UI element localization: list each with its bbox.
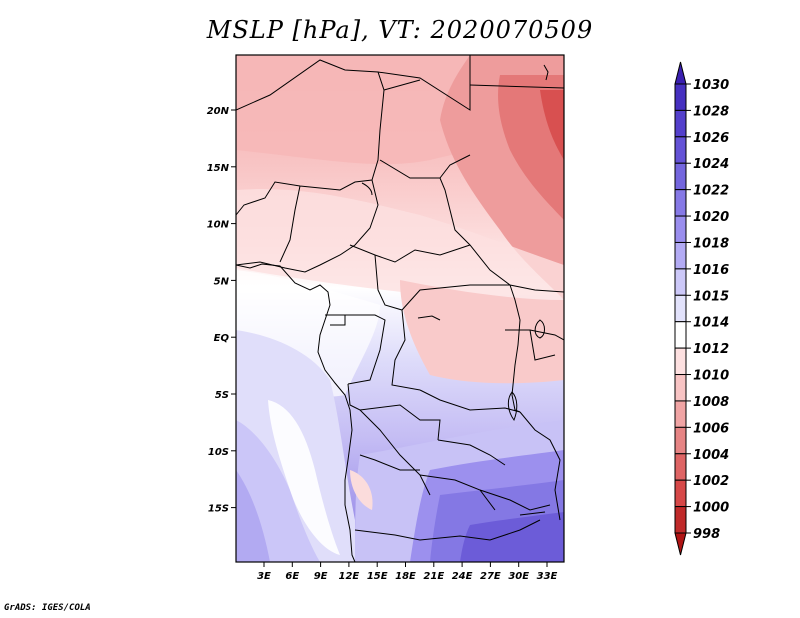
lat-tick-label: 5N: [214, 276, 230, 287]
colorbar-swatch: [674, 506, 687, 534]
colorbar-swatch: [674, 400, 687, 428]
map-frame: [235, 54, 565, 563]
colorbar-label: 998: [693, 527, 720, 542]
colorbar-swatch: [674, 294, 687, 323]
colorbar-label: 1002: [693, 474, 729, 489]
colorbar-swatch: [674, 321, 687, 349]
colorbar-label: 1022: [693, 184, 729, 199]
colorbar-swatch: [674, 83, 687, 111]
lat-tick-label: EQ: [214, 333, 230, 344]
map-title: MSLP [hPa], VT: 2020070509: [206, 16, 594, 44]
colorbar-label: 1020: [693, 210, 729, 225]
country-borders: [236, 55, 564, 541]
lon-tick-label: 15E: [367, 571, 388, 582]
colorbar-label: 1026: [693, 131, 729, 146]
colorbar-label: 1012: [693, 342, 729, 357]
colorbar-label: 1015: [693, 289, 729, 304]
lat-tick-label: 5S: [215, 390, 229, 401]
lat-tick-label: 15S: [208, 504, 229, 515]
colorbar-label: 1024: [693, 157, 729, 172]
colorbar-label: 1028: [693, 104, 729, 119]
colorbar-swatch: [674, 426, 687, 455]
coastline: [236, 263, 521, 562]
colorbar-label: 1000: [693, 501, 729, 516]
lat-tick-label: 15N: [207, 163, 230, 174]
colorbar: 1030 1028 1026 1024 1022 1020 1018 1016 1015 1014…: [674, 61, 729, 556]
lon-tick-label: 27E: [480, 571, 501, 582]
grads-credit: GrADS: IGES/COLA: [4, 603, 91, 613]
colorbar-swatch: [674, 479, 687, 508]
lon-tick-label: 9E: [314, 571, 328, 582]
colorbar-swatch: [674, 532, 687, 556]
lat-tick-label: 20N: [207, 106, 230, 117]
pressure-field: [236, 55, 564, 562]
colorbar-swatch: [674, 241, 687, 270]
colorbar-label: 1014: [693, 316, 729, 331]
lon-tick-label: 12E: [339, 571, 360, 582]
colorbar-label: 1010: [693, 369, 729, 384]
colorbar-label: 1030: [693, 78, 729, 93]
lat-tick-label: 10N: [207, 220, 230, 231]
lon-tick-label: 33E: [537, 571, 558, 582]
lon-tick-label: 18E: [395, 571, 416, 582]
colorbar-label: 1006: [693, 421, 729, 436]
latitude-axis: 20N 15N 10N 5N EQ 5S 10S 15S: [207, 106, 236, 515]
colorbar-swatch: [674, 61, 687, 85]
lon-tick-label: 24E: [452, 571, 473, 582]
colorbar-label: 1004: [693, 448, 729, 463]
colorbar-swatch: [674, 162, 687, 191]
colorbar-swatch: [674, 136, 687, 164]
colorbar-swatch: [674, 189, 687, 217]
colorbar-swatch: [674, 453, 687, 481]
colorbar-swatch: [674, 347, 687, 376]
colorbar-swatch: [674, 268, 687, 296]
lon-tick-label: 30E: [508, 571, 529, 582]
lon-tick-label: 6E: [285, 571, 299, 582]
colorbar-label: 1018: [693, 236, 729, 251]
colorbar-swatch: [674, 109, 687, 138]
colorbar-swatch: [674, 374, 687, 402]
lat-tick-label: 10S: [208, 447, 229, 458]
lon-tick-label: 3E: [257, 571, 271, 582]
lon-tick-label: 21E: [423, 571, 444, 582]
longitude-axis: 3E 6E 9E 12E 15E 18E 21E 24E 27E 30E 33E: [257, 562, 558, 582]
colorbar-label: 1008: [693, 395, 729, 410]
colorbar-swatch: [674, 215, 687, 243]
lakes: [361, 64, 549, 516]
colorbar-label: 1016: [693, 263, 729, 278]
